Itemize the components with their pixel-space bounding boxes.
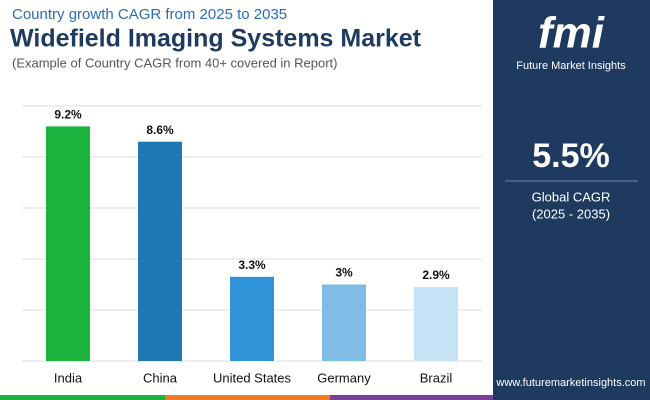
- strip: [165, 395, 330, 400]
- strip: [0, 395, 165, 400]
- panel-value: 5.5%: [532, 137, 610, 175]
- x-tick-label: India: [54, 370, 83, 385]
- value-label: 3%: [335, 266, 353, 280]
- bar: [230, 276, 274, 361]
- bar: [414, 287, 458, 361]
- x-tick-label: China: [143, 370, 178, 385]
- panel-label: Global CAGR: [532, 189, 611, 204]
- panel-period: (2025 - 2035): [532, 206, 610, 221]
- strip: [330, 395, 493, 400]
- value-label: 2.9%: [422, 268, 450, 282]
- side-panel: [493, 0, 650, 400]
- bar: [138, 141, 182, 361]
- value-label: 3.3%: [238, 258, 266, 272]
- value-label: 9.2%: [54, 108, 82, 122]
- brand-url: www.futuremarketinsights.com: [495, 377, 645, 389]
- bar: [46, 126, 90, 362]
- logo: fmi: [538, 9, 605, 58]
- x-tick-label: United States: [213, 370, 292, 385]
- bar: [322, 284, 366, 361]
- x-tick-label: Germany: [317, 370, 371, 385]
- x-tick-label: Brazil: [420, 370, 453, 385]
- chart-title: Widefield Imaging Systems Market: [10, 25, 422, 53]
- value-label: 8.6%: [146, 123, 174, 137]
- brand-name: Future Market Insights: [516, 60, 626, 72]
- chart-note: (Example of Country CAGR from 40+ covere…: [12, 55, 338, 70]
- chart-subtitle: Country growth CAGR from 2025 to 2035: [12, 6, 287, 23]
